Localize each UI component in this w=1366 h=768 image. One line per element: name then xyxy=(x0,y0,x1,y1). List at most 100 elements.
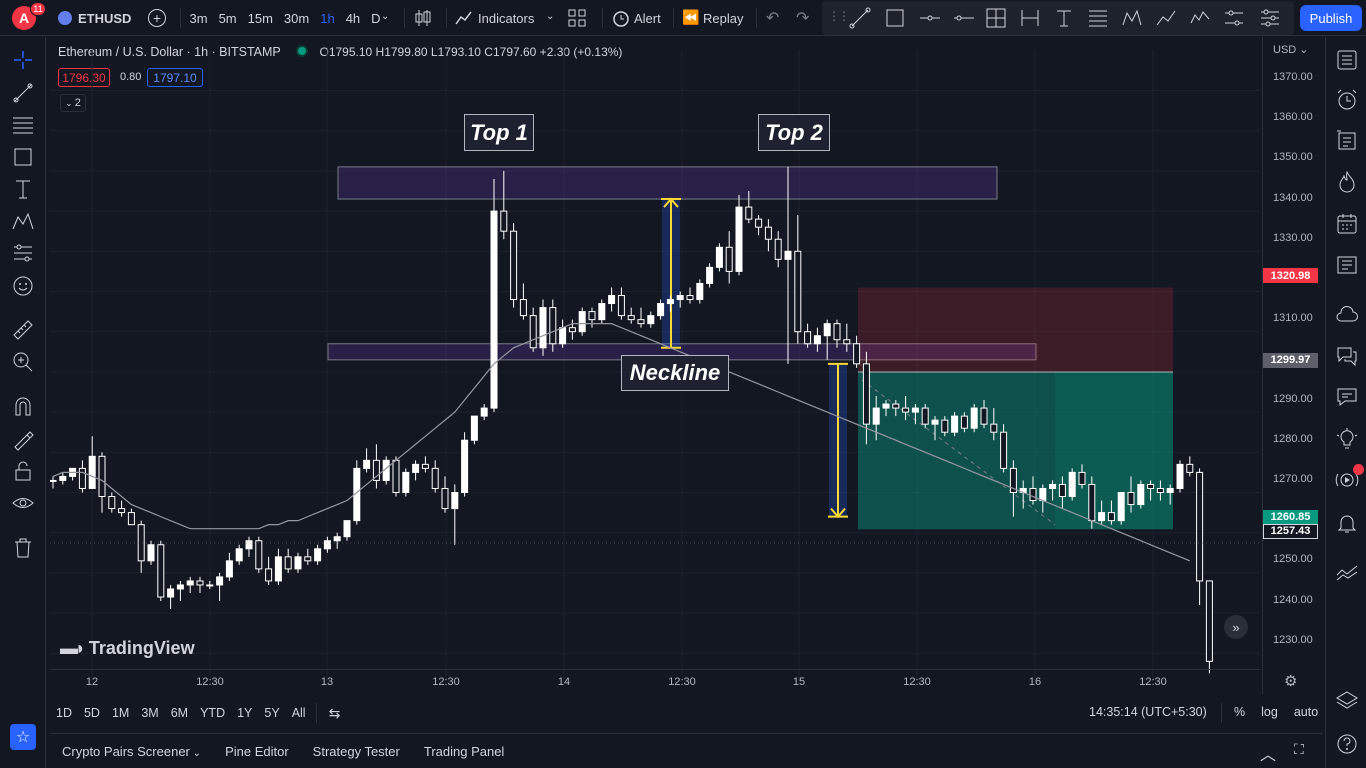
price-axis[interactable]: USD ⌄ 1370.00 1360.00 1350.00 1340.00 1330.0… xyxy=(1262,37,1322,694)
interval-3m[interactable]: 3m xyxy=(189,10,208,26)
candle[interactable] xyxy=(343,520,351,538)
range-ytd[interactable]: YTD xyxy=(200,706,226,720)
data-window-icon[interactable] xyxy=(1335,129,1359,153)
candle[interactable] xyxy=(1186,463,1194,473)
candle[interactable] xyxy=(1147,483,1155,489)
alert-button[interactable]: Alert xyxy=(634,10,661,26)
candle[interactable] xyxy=(1058,483,1066,498)
chevron-up-icon[interactable]: ︿ xyxy=(1260,747,1277,764)
candle[interactable] xyxy=(823,323,831,337)
candle[interactable] xyxy=(843,339,851,345)
interval-30m[interactable]: 30m xyxy=(283,10,310,26)
candle[interactable] xyxy=(970,407,978,429)
candle[interactable] xyxy=(490,210,498,409)
candle[interactable] xyxy=(431,467,439,489)
fib-icon[interactable] xyxy=(1087,7,1109,29)
candle[interactable] xyxy=(745,206,753,220)
price-tag[interactable]: 1299.97 xyxy=(1263,352,1318,368)
interval-D[interactable]: D xyxy=(371,10,381,26)
candle[interactable] xyxy=(461,439,469,493)
zoom-in-icon[interactable] xyxy=(11,350,35,374)
settings-gear-icon[interactable]: ⚙ xyxy=(1284,673,1298,690)
range-5y[interactable]: 5Y xyxy=(264,706,280,720)
maximize-icon[interactable]: ⛶ xyxy=(1294,741,1304,757)
interval-5m[interactable]: 5m xyxy=(218,10,237,26)
streams-icon[interactable] xyxy=(1335,468,1359,492)
candle[interactable] xyxy=(617,295,625,317)
candle[interactable] xyxy=(167,588,175,598)
top1-label[interactable]: Top 1 xyxy=(464,114,534,151)
bell-icon[interactable] xyxy=(1335,511,1359,535)
trend-line-icon[interactable] xyxy=(849,7,871,29)
trend-line-icon[interactable] xyxy=(11,81,35,105)
candle[interactable] xyxy=(1127,492,1135,506)
ask-price[interactable]: 1797.10 xyxy=(147,68,203,87)
scale-auto[interactable]: auto xyxy=(1293,705,1319,719)
candle[interactable] xyxy=(1196,471,1204,582)
candle[interactable] xyxy=(1000,431,1008,469)
lock-icon[interactable] xyxy=(11,459,35,483)
candle[interactable] xyxy=(676,295,684,301)
top2-label[interactable]: Top 2 xyxy=(758,114,830,151)
candle[interactable] xyxy=(529,315,537,349)
candle[interactable] xyxy=(853,343,861,365)
chevron-down-icon[interactable]: ⌄ xyxy=(546,11,555,22)
comments-icon[interactable] xyxy=(1335,385,1359,409)
time-axis[interactable]: ⚙ 12 12:30 13 12:30 14 12:30 15 12:30 16 12:30 xyxy=(50,669,1297,694)
candle[interactable] xyxy=(88,455,96,489)
candle[interactable] xyxy=(804,331,812,345)
indicators-toggle[interactable]: ⌄ 2 xyxy=(60,94,86,112)
chevron-down-icon[interactable]: ⌄ xyxy=(189,747,202,759)
range-5d[interactable]: 5D xyxy=(83,706,100,720)
drag-handle-icon[interactable]: ⋮⋮ xyxy=(828,9,850,23)
candle[interactable] xyxy=(441,487,449,510)
help-icon[interactable] xyxy=(1335,732,1359,756)
candle[interactable] xyxy=(235,548,243,562)
candle[interactable] xyxy=(196,580,204,586)
templates-icon[interactable] xyxy=(568,9,586,27)
candle[interactable] xyxy=(1098,512,1106,522)
candle[interactable] xyxy=(323,540,331,550)
candle[interactable] xyxy=(794,250,802,333)
range-1d[interactable]: 1D xyxy=(56,706,72,720)
candle[interactable] xyxy=(608,295,616,305)
rectangle-icon[interactable] xyxy=(11,145,35,169)
candle[interactable] xyxy=(421,463,429,469)
alarm-clock-icon[interactable] xyxy=(1335,88,1359,112)
candle[interactable] xyxy=(941,419,949,433)
candle[interactable] xyxy=(402,471,410,493)
candles-icon[interactable] xyxy=(413,8,433,28)
candle[interactable] xyxy=(911,407,919,413)
layers-icon[interactable] xyxy=(1335,689,1359,713)
candle[interactable] xyxy=(539,307,547,349)
candle[interactable] xyxy=(363,459,371,469)
candle[interactable] xyxy=(255,540,263,570)
candle[interactable] xyxy=(157,544,165,598)
path-icon[interactable] xyxy=(1155,7,1177,29)
panel-tab-strategy-tester[interactable]: Strategy Tester xyxy=(312,743,400,759)
symbol-title[interactable]: Ethereum / U.S. Dollar · 1h · BITSTAMP xyxy=(58,45,281,59)
redo-icon[interactable]: ↷ xyxy=(796,10,810,27)
candle[interactable] xyxy=(127,512,135,526)
candle[interactable] xyxy=(519,299,527,317)
pattern-icon[interactable] xyxy=(1121,7,1143,29)
candle[interactable] xyxy=(774,238,782,260)
candle[interactable] xyxy=(764,226,772,240)
candle[interactable] xyxy=(304,556,312,562)
interval-15m[interactable]: 15m xyxy=(247,10,273,26)
candle[interactable] xyxy=(686,295,694,301)
candle[interactable] xyxy=(951,415,959,433)
candle[interactable] xyxy=(696,282,704,301)
candle[interactable] xyxy=(1117,492,1125,522)
range-6m[interactable]: 6M xyxy=(170,706,189,720)
candle[interactable] xyxy=(568,327,576,333)
candle[interactable] xyxy=(147,544,155,562)
pulse-icon[interactable] xyxy=(1335,561,1359,585)
price-chart[interactable] xyxy=(50,37,1260,694)
eye-icon[interactable] xyxy=(11,491,35,515)
range-1m[interactable]: 1M xyxy=(111,706,130,720)
candle[interactable] xyxy=(715,246,723,268)
candle[interactable] xyxy=(245,540,253,550)
favorites-star-icon[interactable]: ☆ xyxy=(10,724,36,750)
price-tag[interactable]: 1320.98 xyxy=(1263,268,1318,284)
